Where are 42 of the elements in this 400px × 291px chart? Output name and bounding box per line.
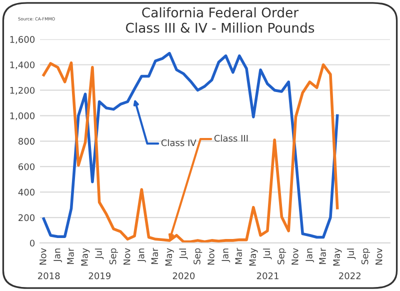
x-tick-label: Sep: [277, 248, 286, 264]
x-tick-label: May: [81, 248, 90, 266]
x-tick-label: Jul: [347, 248, 356, 260]
x-tick-label: Jan: [138, 248, 146, 262]
x-tick-label: Jul: [94, 248, 104, 260]
text: 2021: [256, 272, 278, 280]
x-tick-label: Mar: [319, 248, 326, 264]
x-tick-label: Nov: [376, 248, 382, 265]
y-tick-label: 600: [18, 163, 35, 170]
x-tick-label: May: [333, 248, 342, 266]
annotation: Class IV: [161, 139, 196, 146]
x-tick-label: Jan: [222, 248, 230, 262]
x-tick-label: Mar: [151, 248, 158, 264]
x-tick-label: Nov: [208, 248, 214, 265]
y-tick-label: 800: [18, 138, 35, 145]
x-tick-label: Mar: [67, 248, 74, 264]
x-tick-label: Nov: [124, 248, 130, 265]
y-tick-label: 0: [30, 240, 35, 247]
text: 2018: [38, 272, 60, 280]
x-tick-label: Jul: [263, 248, 272, 260]
x-tick-label: May: [249, 248, 258, 266]
x-tick-label: Jan: [306, 248, 314, 262]
x-tick-label: Sep: [194, 248, 202, 264]
x-tick-label: May: [165, 248, 174, 266]
x-tick-label: Mar: [235, 248, 242, 264]
x-tick-label: Sep: [109, 248, 118, 264]
y-tick-label: 1,400: [10, 61, 35, 70]
x-tick-label: Nov: [292, 248, 298, 265]
text: 2022: [339, 272, 360, 280]
y-tick-label: 1,600: [10, 36, 35, 44]
x-tick-label: Jan: [54, 248, 62, 262]
y-tick-label: 1,000: [10, 112, 35, 120]
annotation: Class III: [214, 134, 248, 142]
x-tick-label: Sep: [361, 248, 370, 264]
text: 2019: [88, 272, 111, 280]
chart-title: California Federal Order Class III & IV - Million Pounds: [126, 7, 314, 33]
x-tick-label: Nov: [40, 248, 46, 265]
y-tick-label: 1,200: [10, 86, 35, 95]
text: 2020: [172, 272, 195, 280]
x-tick-label: Jul: [179, 248, 188, 260]
y-tick-label: 200: [18, 214, 35, 222]
y-tick-label: 400: [18, 188, 35, 196]
